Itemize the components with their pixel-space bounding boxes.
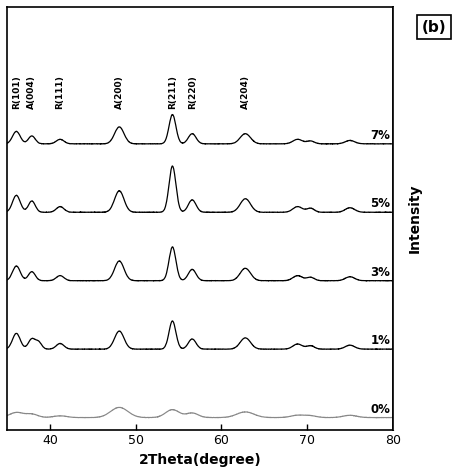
Text: 3%: 3% [370, 265, 390, 279]
Text: A(200): A(200) [115, 75, 124, 109]
Text: A(204): A(204) [241, 74, 250, 109]
Text: A(004): A(004) [27, 74, 36, 109]
Text: (b): (b) [421, 19, 446, 35]
X-axis label: 2Theta(degree): 2Theta(degree) [138, 453, 261, 467]
Text: 7%: 7% [370, 129, 390, 142]
Text: R(211): R(211) [168, 74, 177, 109]
Text: Intensity: Intensity [408, 183, 422, 253]
Text: 1%: 1% [370, 334, 390, 347]
Text: R(111): R(111) [55, 74, 64, 109]
Text: R(220): R(220) [188, 75, 197, 109]
Text: 0%: 0% [370, 402, 390, 416]
Text: 5%: 5% [370, 197, 390, 210]
Text: R(101): R(101) [12, 75, 21, 109]
